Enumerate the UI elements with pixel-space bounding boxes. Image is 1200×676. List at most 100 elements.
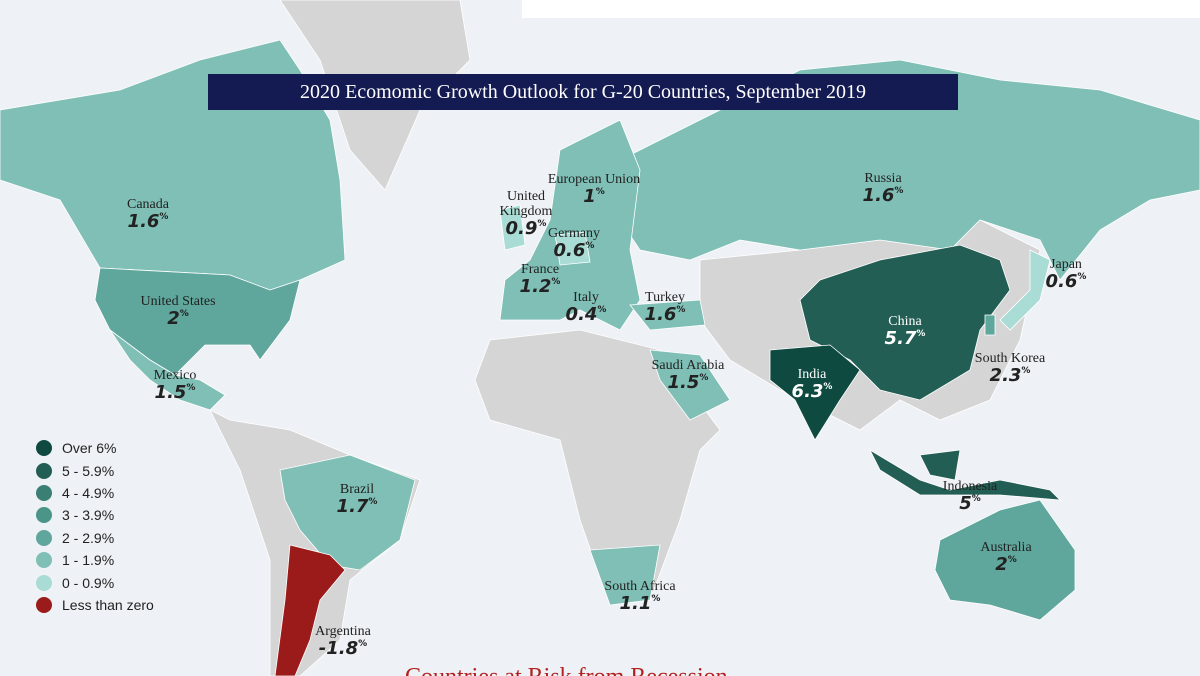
argentina xyxy=(274,544,346,676)
growth-value: 0.4 xyxy=(565,304,598,325)
indonesia xyxy=(869,448,1062,501)
legend-item: 3 - 3.9% xyxy=(36,504,154,526)
growth-unit: % xyxy=(894,186,904,196)
growth-unit: % xyxy=(551,277,561,287)
turkey xyxy=(629,299,706,331)
growth-unit: % xyxy=(971,494,981,504)
south-korea xyxy=(984,314,996,336)
country-name: Japan xyxy=(1050,257,1082,272)
country-label: Australia 2% xyxy=(980,540,1031,575)
growth-value: 2 xyxy=(995,554,1008,575)
country-name: Australia xyxy=(980,540,1032,555)
top-panel xyxy=(522,0,1200,18)
south-africa xyxy=(589,544,661,606)
country-name: Italy xyxy=(573,290,599,305)
legend-item: Less than zero xyxy=(36,594,154,616)
country-name: Argentina xyxy=(315,624,371,639)
growth-value: 0.6 xyxy=(1045,271,1078,292)
growth-unit: % xyxy=(179,309,189,319)
legend-item: 5 - 5.9% xyxy=(36,459,154,481)
country-name: France xyxy=(520,262,560,277)
growth-value: 5.7 xyxy=(884,328,917,349)
growth-unit: % xyxy=(159,212,169,222)
growth-value: 5 xyxy=(959,493,972,514)
country-name: South Korea xyxy=(974,351,1046,366)
country-label: Brazil 1.7% xyxy=(337,482,378,517)
country-name: South Africa xyxy=(604,579,676,594)
country-name: Germany xyxy=(547,226,601,241)
growth-unit: % xyxy=(1007,555,1017,565)
legend-swatch xyxy=(36,440,52,457)
growth-unit: % xyxy=(537,219,547,229)
legend-swatch xyxy=(36,462,52,479)
legend-item: 0 - 0.9% xyxy=(36,571,154,593)
australia xyxy=(934,499,1076,621)
country-name: China xyxy=(888,314,922,329)
growth-value: 1.6 xyxy=(644,304,677,325)
growth-unit: % xyxy=(595,187,605,197)
legend-swatch xyxy=(36,507,52,524)
brazil xyxy=(279,454,416,571)
growth-value: 1.6 xyxy=(862,185,895,206)
japan xyxy=(999,249,1051,331)
china xyxy=(799,244,1011,401)
european-union xyxy=(499,119,641,331)
legend-item: 4 - 4.9% xyxy=(36,482,154,504)
country-name: Russia xyxy=(864,171,902,186)
growth-unit: % xyxy=(597,305,607,315)
uk xyxy=(499,204,526,251)
country-name: Saudi Arabia xyxy=(651,358,725,373)
russia xyxy=(599,59,1200,281)
legend-label: 0 - 0.9% xyxy=(62,574,115,591)
growth-unit: % xyxy=(358,639,368,649)
growth-value: 0.6 xyxy=(553,240,586,261)
country-label: Indonesia 5% xyxy=(943,479,997,514)
country-label: Germany 0.6% xyxy=(548,226,600,261)
legend-label: Less than zero xyxy=(62,596,154,613)
country-label: Argentina -1.8% xyxy=(315,624,371,659)
growth-unit: % xyxy=(186,383,196,393)
growth-value: 2.3 xyxy=(989,365,1022,386)
country-label: Canada 1.6% xyxy=(127,197,169,232)
country-name: India xyxy=(797,367,827,382)
country-name: United States xyxy=(140,294,216,309)
legend-swatch xyxy=(36,552,52,569)
legend-label: Over 6% xyxy=(62,440,117,457)
legend: Over 6% 5 - 5.9% 4 - 4.9% 3 - 3.9% 2 - 2.9% 1… xyxy=(36,437,154,616)
growth-value: 2 xyxy=(167,308,180,329)
country-label: South Korea 2.3% xyxy=(975,351,1045,386)
growth-value: 1.1 xyxy=(619,593,652,614)
growth-unit: % xyxy=(368,497,378,507)
germany xyxy=(554,231,591,266)
country-label: Russia 1.6% xyxy=(863,171,904,206)
growth-unit: % xyxy=(651,594,661,604)
country-label: European Union 1% xyxy=(548,172,640,207)
country-label: Mexico 1.5% xyxy=(154,368,197,403)
country-label: United Kingdom 0.9% xyxy=(491,189,561,239)
india xyxy=(769,344,861,441)
growth-unit: % xyxy=(823,382,833,392)
country-name: Brazil xyxy=(339,482,375,497)
country-name: United Kingdom xyxy=(499,189,553,219)
mexico xyxy=(109,329,226,411)
growth-unit: % xyxy=(585,241,595,251)
growth-value: 1.5 xyxy=(667,372,700,393)
legend-label: 4 - 4.9% xyxy=(62,484,115,501)
legend-swatch xyxy=(36,529,52,546)
country-label: India 6.3% xyxy=(792,367,833,402)
legend-label: 2 - 2.9% xyxy=(62,529,115,546)
country-name: Turkey xyxy=(645,290,685,305)
country-label: South Africa 1.1% xyxy=(604,579,675,614)
growth-value: 1.2 xyxy=(519,276,552,297)
country-label: France 1.2% xyxy=(520,262,561,297)
legend-swatch xyxy=(36,574,52,591)
legend-item: Over 6% xyxy=(36,437,154,459)
growth-unit: % xyxy=(916,329,926,339)
growth-unit: % xyxy=(676,305,686,315)
footer-heading: Countries at Risk from Recession xyxy=(405,664,728,676)
growth-unit: % xyxy=(1077,272,1087,282)
legend-label: 5 - 5.9% xyxy=(62,462,115,479)
growth-value: 0.9 xyxy=(505,218,538,239)
